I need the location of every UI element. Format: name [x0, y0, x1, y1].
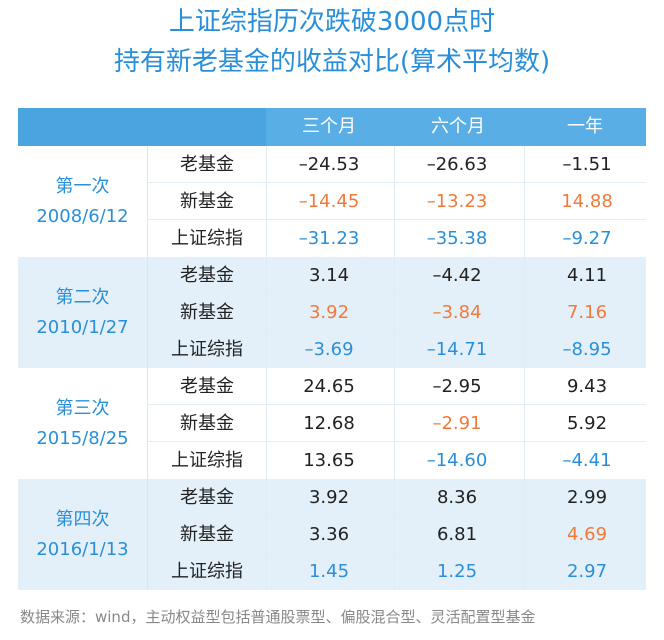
group-label: 第二次 2010/1/27 — [18, 257, 148, 368]
value-cell: 3.36 — [308, 524, 350, 545]
table-row: 上证综指 1.45 1.25 2.97 — [148, 553, 646, 590]
row-name: 上证综指 — [171, 561, 243, 582]
group-label-date: 2016/1/13 — [36, 538, 129, 560]
group-label: 第一次 2008/6/12 — [18, 146, 148, 257]
value-cell: –2.95 — [432, 376, 482, 397]
value-cell: –14.45 — [298, 191, 360, 212]
table-header: 三个月 六个月 一年 — [18, 108, 646, 146]
column-separator — [266, 146, 267, 590]
row-name: 新基金 — [180, 524, 234, 545]
value-cell: 1.25 — [436, 561, 478, 582]
table-group: 第二次 2010/1/27 老基金 3.14 –4.42 4.11 新基金 3.92 –3.84… — [18, 257, 646, 368]
value-cell: –14.71 — [426, 339, 488, 360]
table-row: 新基金 –14.45 –13.23 14.88 — [148, 183, 646, 220]
group-label-ordinal: 第三次 — [55, 397, 110, 419]
group-label-ordinal: 第二次 — [55, 286, 110, 308]
value-cell: 14.88 — [561, 191, 613, 212]
source-note: 数据来源：wind，主动权益型包括普通股票型、偏股混合型、灵活配置型基金 — [20, 608, 536, 626]
value-cell: –2.91 — [432, 413, 482, 434]
group-label-ordinal: 第一次 — [55, 175, 110, 197]
chart-title-line2: 持有新老基金的收益对比(算术平均数) — [113, 47, 551, 77]
table-row: 新基金 3.36 6.81 4.69 — [148, 516, 646, 553]
value-cell: 12.68 — [303, 413, 355, 434]
row-name: 上证综指 — [171, 339, 243, 360]
value-cell: 3.92 — [308, 302, 350, 323]
value-cell: 24.65 — [303, 376, 355, 397]
value-cell: –31.23 — [298, 228, 360, 249]
table-row: 上证综指 –3.69 –14.71 –8.95 — [148, 331, 646, 368]
table-group: 第四次 2016/1/13 老基金 3.92 8.36 2.99 新基金 3.36 6.81 4.… — [18, 479, 646, 590]
group-label-date: 2010/1/27 — [36, 316, 129, 338]
table-row: 新基金 3.92 –3.84 7.16 — [148, 294, 646, 331]
row-name: 上证综指 — [171, 450, 243, 471]
value-cell: 3.14 — [308, 265, 350, 286]
table-row: 老基金 24.65 –2.95 9.43 — [148, 368, 646, 405]
value-cell: –13.23 — [426, 191, 488, 212]
header-col-3m: 三个月 — [302, 116, 356, 137]
value-cell: –1.51 — [562, 154, 612, 175]
table-group: 第三次 2015/8/25 老基金 24.65 –2.95 9.43 新基金 12.68 –2.… — [18, 368, 646, 479]
row-name: 新基金 — [180, 413, 234, 434]
value-cell: 1.45 — [308, 561, 350, 582]
value-cell: –9.27 — [562, 228, 612, 249]
row-name: 老基金 — [180, 265, 234, 286]
table-row: 上证综指 –31.23 –35.38 –9.27 — [148, 220, 646, 257]
value-cell: 4.11 — [566, 265, 608, 286]
table-row: 上证综指 13.65 –14.60 –4.41 — [148, 442, 646, 479]
row-name: 上证综指 — [171, 228, 243, 249]
value-cell: –4.42 — [432, 265, 482, 286]
value-cell: 13.65 — [303, 450, 355, 471]
table-row: 老基金 –24.53 –26.63 –1.51 — [148, 146, 646, 183]
value-cell: 8.36 — [436, 487, 478, 508]
group-label-date: 2015/8/25 — [36, 427, 129, 449]
table-row: 新基金 12.68 –2.91 5.92 — [148, 405, 646, 442]
group-label: 第四次 2016/1/13 — [18, 479, 148, 590]
chart-title-line1: 上证综指历次跌破3000点时 — [168, 7, 496, 37]
row-name: 新基金 — [180, 191, 234, 212]
value-cell: –26.63 — [426, 154, 488, 175]
group-label-ordinal: 第四次 — [55, 508, 110, 530]
header-col-6m: 六个月 — [431, 116, 485, 137]
row-name: 老基金 — [180, 376, 234, 397]
value-cell: 2.99 — [566, 487, 608, 508]
table-row: 老基金 3.92 8.36 2.99 — [148, 479, 646, 516]
group-label: 第三次 2015/8/25 — [18, 368, 148, 479]
value-cell: 2.97 — [566, 561, 608, 582]
header-strip-name — [148, 108, 266, 146]
value-cell: –3.84 — [432, 302, 482, 323]
group-label-date: 2008/6/12 — [36, 205, 129, 227]
value-cell: 4.69 — [566, 524, 608, 545]
value-cell: –8.95 — [562, 339, 612, 360]
value-cell: –35.38 — [426, 228, 488, 249]
value-cell: –14.60 — [426, 450, 488, 471]
value-cell: 9.43 — [566, 376, 608, 397]
value-cell: 3.92 — [308, 487, 350, 508]
value-cell: 6.81 — [436, 524, 478, 545]
row-name: 新基金 — [180, 302, 234, 323]
value-cell: –4.41 — [562, 450, 612, 471]
column-separator — [524, 146, 525, 590]
table-group: 第一次 2008/6/12 老基金 –24.53 –26.63 –1.51 新基金 –14.4… — [18, 146, 646, 257]
value-cell: –24.53 — [298, 154, 360, 175]
column-separator — [394, 146, 395, 590]
header-col-1y: 一年 — [567, 116, 603, 137]
row-name: 老基金 — [180, 154, 234, 175]
header-strip-group — [18, 108, 148, 146]
row-name: 老基金 — [180, 487, 234, 508]
table-row: 老基金 3.14 –4.42 4.11 — [148, 257, 646, 294]
value-cell: 7.16 — [566, 302, 608, 323]
value-cell: 5.92 — [566, 413, 608, 434]
value-cell: –3.69 — [304, 339, 354, 360]
